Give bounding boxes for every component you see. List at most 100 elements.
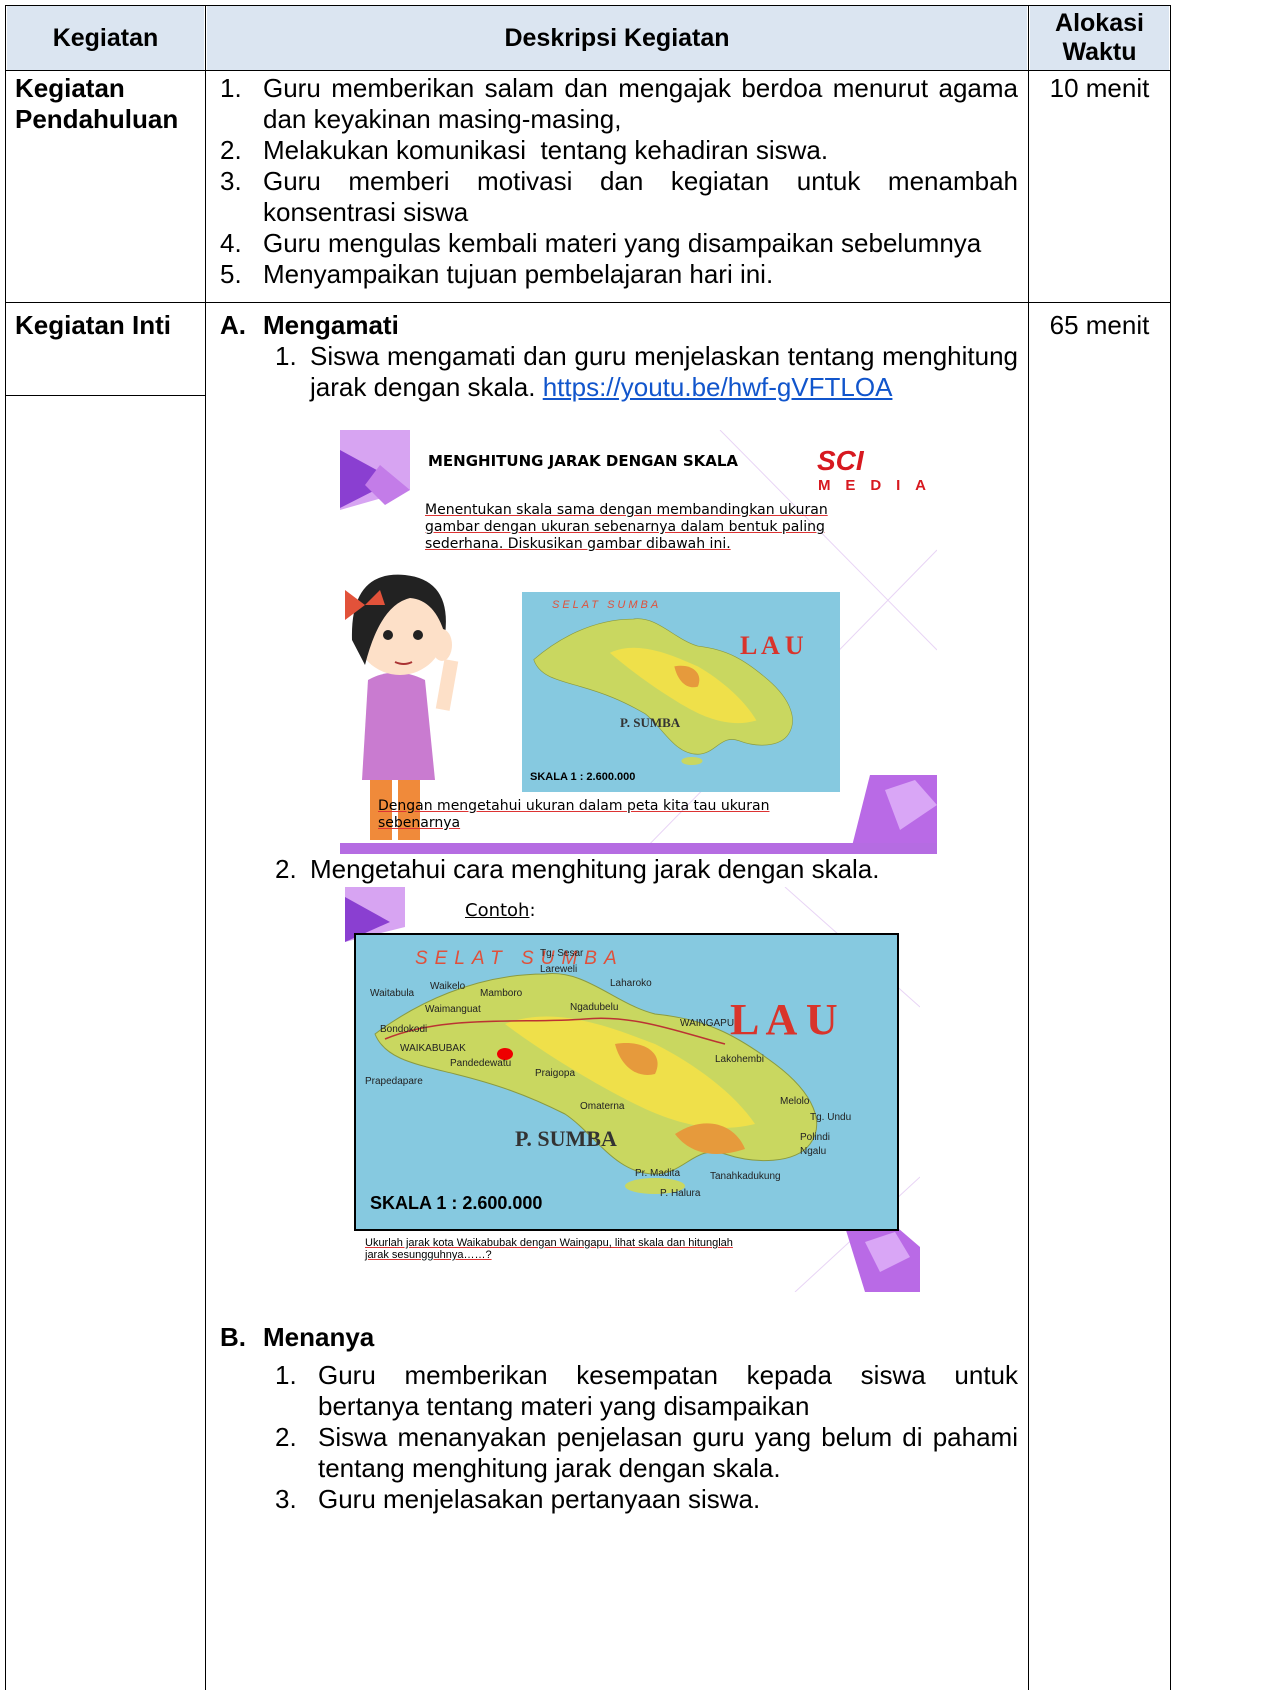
place-label: Tanahkadukung	[710, 1171, 781, 1182]
list-item: 1. Guru memberikan salam dan mengajak ber…	[220, 73, 1018, 135]
map-label: SELAT SUMBA	[552, 599, 661, 611]
item-text: Guru memberi motivasi dan kegiatan untuk…	[263, 166, 1018, 227]
list-item: 2. Melakukan komunikasi tentang kehadiran…	[220, 135, 1018, 166]
place-label: Prapedapare	[365, 1076, 423, 1087]
header-cell: Kegiatan	[7, 6, 204, 70]
place-label: Waikelo	[430, 981, 466, 992]
place-label: Pr. Madita	[635, 1168, 680, 1179]
item-text: Guru memberikan salam dan mengajak berdo…	[263, 73, 1018, 134]
place-label: Lakohembi	[715, 1054, 764, 1065]
map: SELAT SUMBA L A U P. SUMBA SKALA 1 : 2.6…	[354, 933, 899, 1231]
description: A. Mengamati 1. Siswa mengamati dan guru m…	[220, 310, 1018, 1515]
logo-brand: SCI	[817, 445, 865, 476]
section-heading: A. Mengamati	[220, 310, 1018, 341]
place-label: Laharoko	[610, 978, 652, 989]
slide-caption: Ukurlah jarak kota Waikabubak dengan Wai…	[365, 1237, 733, 1261]
time: 65 menit	[1049, 310, 1150, 340]
description: 1. Guru memberikan salam dan mengajak ber…	[220, 73, 1018, 290]
item-number: 1.	[275, 1360, 297, 1390]
section-title: Menanya	[263, 1322, 375, 1352]
decor	[340, 843, 937, 854]
example-colon: :	[529, 900, 536, 921]
place-label: Polindi	[800, 1132, 830, 1143]
item-number: 2.	[275, 1422, 297, 1452]
list-item: 1. Siswa mengamati dan guru menjelaskan t…	[275, 341, 1018, 403]
slide-image: SELAT SUMBA L A U P. SUMBA SKALA 1 : 2.6…	[345, 887, 920, 1292]
slide-text: Menentukan skala sama dengan membandingk…	[425, 502, 828, 552]
list-item: 2. Mengetahui cara menghitung jarak denga…	[275, 854, 1018, 885]
place-label: Lareweli	[540, 964, 577, 975]
decor	[345, 897, 390, 942]
map-label: SKALA 1 : 2.600.000	[530, 771, 635, 783]
item-text: Guru mengulas kembali materi yang disamp…	[263, 228, 982, 258]
section-heading: B. Menanya	[220, 1322, 1018, 1353]
header-cell: Deskripsi Kegiatan	[207, 6, 1027, 70]
place-label: Waimanguat	[425, 1004, 481, 1015]
place-label: Waitabula	[370, 988, 415, 999]
item-text: Siswa mengamati dan guru menjelaskan ten…	[310, 341, 1018, 402]
place-label: WAIKABUBAK	[400, 1043, 466, 1054]
item-number: 2.	[275, 854, 297, 884]
time: 10 menit	[1049, 73, 1150, 103]
map: SELAT SUMBA L A U P. SUMBA SKALA 1 : 2.6…	[522, 592, 840, 792]
column-border	[205, 5, 206, 1690]
example-word: Contoh	[465, 900, 530, 921]
map-label: L A U	[730, 995, 838, 1044]
column-border	[1028, 5, 1029, 1690]
logo-bg	[816, 477, 926, 493]
header-cell: Alokasi Waktu	[1030, 6, 1169, 70]
place-label: Tg. Sesar	[540, 948, 584, 959]
video-link[interactable]: https://youtu.be/hwf-gVFTLOA	[542, 372, 893, 402]
list-item: 3. Guru memberi motivasi dan kegiatan unt…	[220, 166, 1018, 228]
decor	[340, 450, 395, 508]
place-label: Bondokodi	[380, 1024, 427, 1035]
place-label: Mamboro	[480, 988, 523, 999]
list-item: 3. Guru menjelasakan pertanyaan siswa.	[275, 1484, 1018, 1515]
item-number: 3.	[275, 1484, 297, 1514]
item-text: Melakukan komunikasi tentang kehadiran s…	[263, 135, 829, 165]
item-text: Mengetahui cara menghitung jarak dengan …	[310, 854, 880, 884]
list-item: 1. Guru memberikan kesempatan kepada sisw…	[275, 1360, 1018, 1422]
item-number: 4.	[220, 228, 242, 258]
place-label: Ngalu	[800, 1146, 826, 1157]
map-label: L A U	[740, 631, 804, 660]
map-label: SELAT SUMBA	[415, 948, 624, 969]
activity-name: Kegiatan Pendahuluan	[15, 73, 179, 134]
map-label: SKALA 1 : 2.600.000	[370, 1193, 542, 1213]
slide-image: MENGHITUNG JARAK DENGAN SKALA SCI MEDIA	[340, 430, 937, 854]
item-text: Siswa menanyakan penjelasan guru yang be…	[318, 1422, 1018, 1483]
list-item: 5. Menyampaikan tujuan pembelajaran hari …	[220, 259, 1018, 290]
item-text: Menyampaikan tujuan pembelajaran hari in…	[263, 259, 774, 289]
cell-border	[5, 395, 205, 396]
girl-illustration	[345, 574, 459, 840]
activity-name: Kegiatan Inti	[15, 310, 172, 340]
map-label: P. SUMBA	[620, 715, 681, 730]
table-border	[1170, 5, 1171, 1690]
example-label: Contoh:	[465, 895, 536, 926]
place-label: Omaterna	[580, 1101, 625, 1112]
place-label: Pandedewatu	[450, 1058, 511, 1069]
place-label: Ngadubelu	[570, 1002, 618, 1013]
row-border	[5, 70, 1170, 71]
place-label: Praigopa	[535, 1068, 575, 1079]
list-item: 4. Guru mengulas kembali materi yang disa…	[220, 228, 1018, 259]
place-label: Melolo	[780, 1096, 810, 1107]
item-text: Guru memberikan kesempatan kepada siswa …	[318, 1360, 1018, 1421]
decor	[865, 1232, 910, 1272]
table-border	[5, 5, 1170, 6]
decor	[719, 430, 937, 651]
item-text: Guru menjelasakan pertanyaan siswa.	[318, 1484, 761, 1514]
section-label: B.	[220, 1322, 246, 1352]
item-number: 1.	[275, 341, 297, 371]
item-number: 3.	[220, 166, 242, 196]
place-label: WAINGAPU	[680, 1018, 734, 1029]
slide-footer: Dengan mengetahui ukuran dalam peta kita…	[378, 798, 770, 831]
logo-sub: MEDIA	[818, 477, 926, 494]
decor	[365, 465, 410, 505]
list-item: 2. Siswa menanyakan penjelasan guru yang …	[275, 1422, 1018, 1484]
table-border	[5, 5, 6, 1690]
place-label: Tg. Undu	[810, 1112, 851, 1123]
item-content: Siswa mengamati dan guru menjelaskan ten…	[310, 341, 1018, 403]
section-label: A.	[220, 310, 246, 340]
